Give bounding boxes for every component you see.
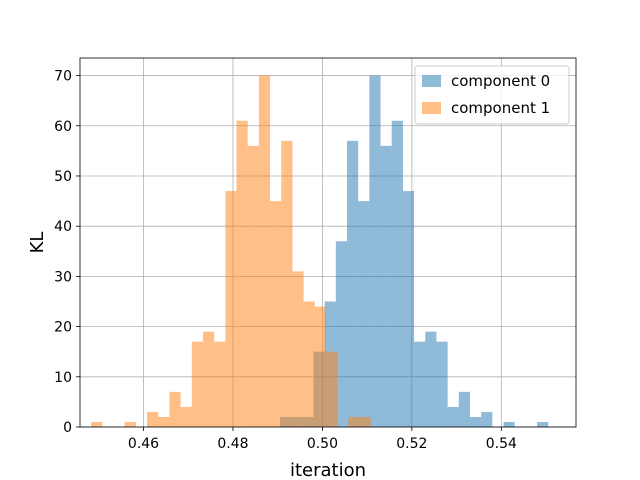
histogram-bar-series-1 (314, 306, 326, 427)
histogram-bar-series-1 (225, 191, 237, 427)
histogram-bar-series-1 (348, 416, 360, 427)
histogram-bar-series-1 (303, 301, 315, 427)
y-tick-label: 70 (54, 69, 72, 85)
histogram-bar-series-1 (124, 421, 136, 427)
histogram-bar-series-1 (292, 271, 304, 427)
histogram-bar-series-1 (147, 411, 159, 427)
histogram-bar-series-1 (258, 75, 271, 428)
x-axis-label: iteration (290, 460, 366, 480)
histogram-bar-series-0 (369, 75, 381, 428)
histogram-bar-series-1 (91, 421, 103, 427)
histogram-bar-series-0 (447, 406, 459, 427)
x-tick-label: 0.46 (128, 436, 159, 452)
histogram-bar-series-1 (191, 341, 203, 427)
x-tick-label: 0.54 (486, 436, 517, 452)
histogram-bar-series-0 (470, 416, 482, 427)
x-tick-label: 0.48 (217, 436, 248, 452)
histogram-bar-series-1 (281, 140, 293, 427)
y-tick-label: 20 (54, 320, 72, 336)
histogram-bar-series-1 (169, 391, 181, 427)
histogram-bar-series-0 (358, 201, 370, 427)
histogram-bar-series-1 (247, 145, 259, 427)
histogram-bar-series-1 (270, 201, 282, 427)
histogram-bar-series-1 (236, 120, 248, 428)
x-tick-label: 0.52 (396, 436, 427, 452)
legend-label: component 0 (451, 72, 550, 90)
histogram-bar-series-1 (158, 416, 170, 427)
histogram-bar-series-1 (359, 416, 371, 427)
y-tick-label: 0 (63, 420, 72, 436)
legend-label: component 1 (451, 99, 550, 117)
histogram-bars (91, 75, 549, 428)
histogram-bar-series-1 (325, 351, 338, 427)
legend-swatch (422, 75, 441, 87)
histogram-bar-series-0 (391, 120, 403, 428)
plot-frame (79, 57, 577, 428)
histogram-bar-series-0 (335, 241, 348, 427)
y-axis-label: KL (27, 232, 48, 254)
histogram-bar-series-1 (214, 341, 226, 427)
histogram-bar-series-0 (537, 421, 549, 427)
y-tick-label: 10 (54, 370, 72, 386)
histogram-bar-series-1 (180, 406, 192, 427)
histogram-bar-series-0 (436, 341, 448, 427)
histogram-bar-series-0 (458, 391, 471, 427)
histogram-bar-series-0 (347, 140, 359, 427)
histogram-bar-series-1 (202, 331, 215, 427)
x-axis-ticks: 0.46 0.48 0.50 0.52 0.54 (128, 427, 517, 452)
histogram-bar-series-0 (402, 191, 415, 427)
legend: component 0 component 1 (414, 65, 570, 125)
histogram-bar-series-0 (425, 331, 437, 427)
x-tick-label: 0.50 (307, 436, 338, 452)
y-tick-label: 50 (54, 169, 72, 185)
histogram-bar-series-0 (380, 145, 392, 427)
histogram-bar-series-0 (481, 411, 493, 427)
y-tick-label: 40 (54, 219, 72, 235)
legend-box (414, 65, 570, 125)
y-tick-label: 60 (54, 119, 72, 135)
legend-swatch (422, 102, 441, 114)
y-axis-ticks: 0 10 20 30 40 50 60 70 (54, 69, 80, 436)
histogram-bar-series-0 (414, 341, 426, 427)
y-tick-label: 30 (54, 269, 72, 285)
histogram-bar-series-0 (503, 421, 515, 427)
